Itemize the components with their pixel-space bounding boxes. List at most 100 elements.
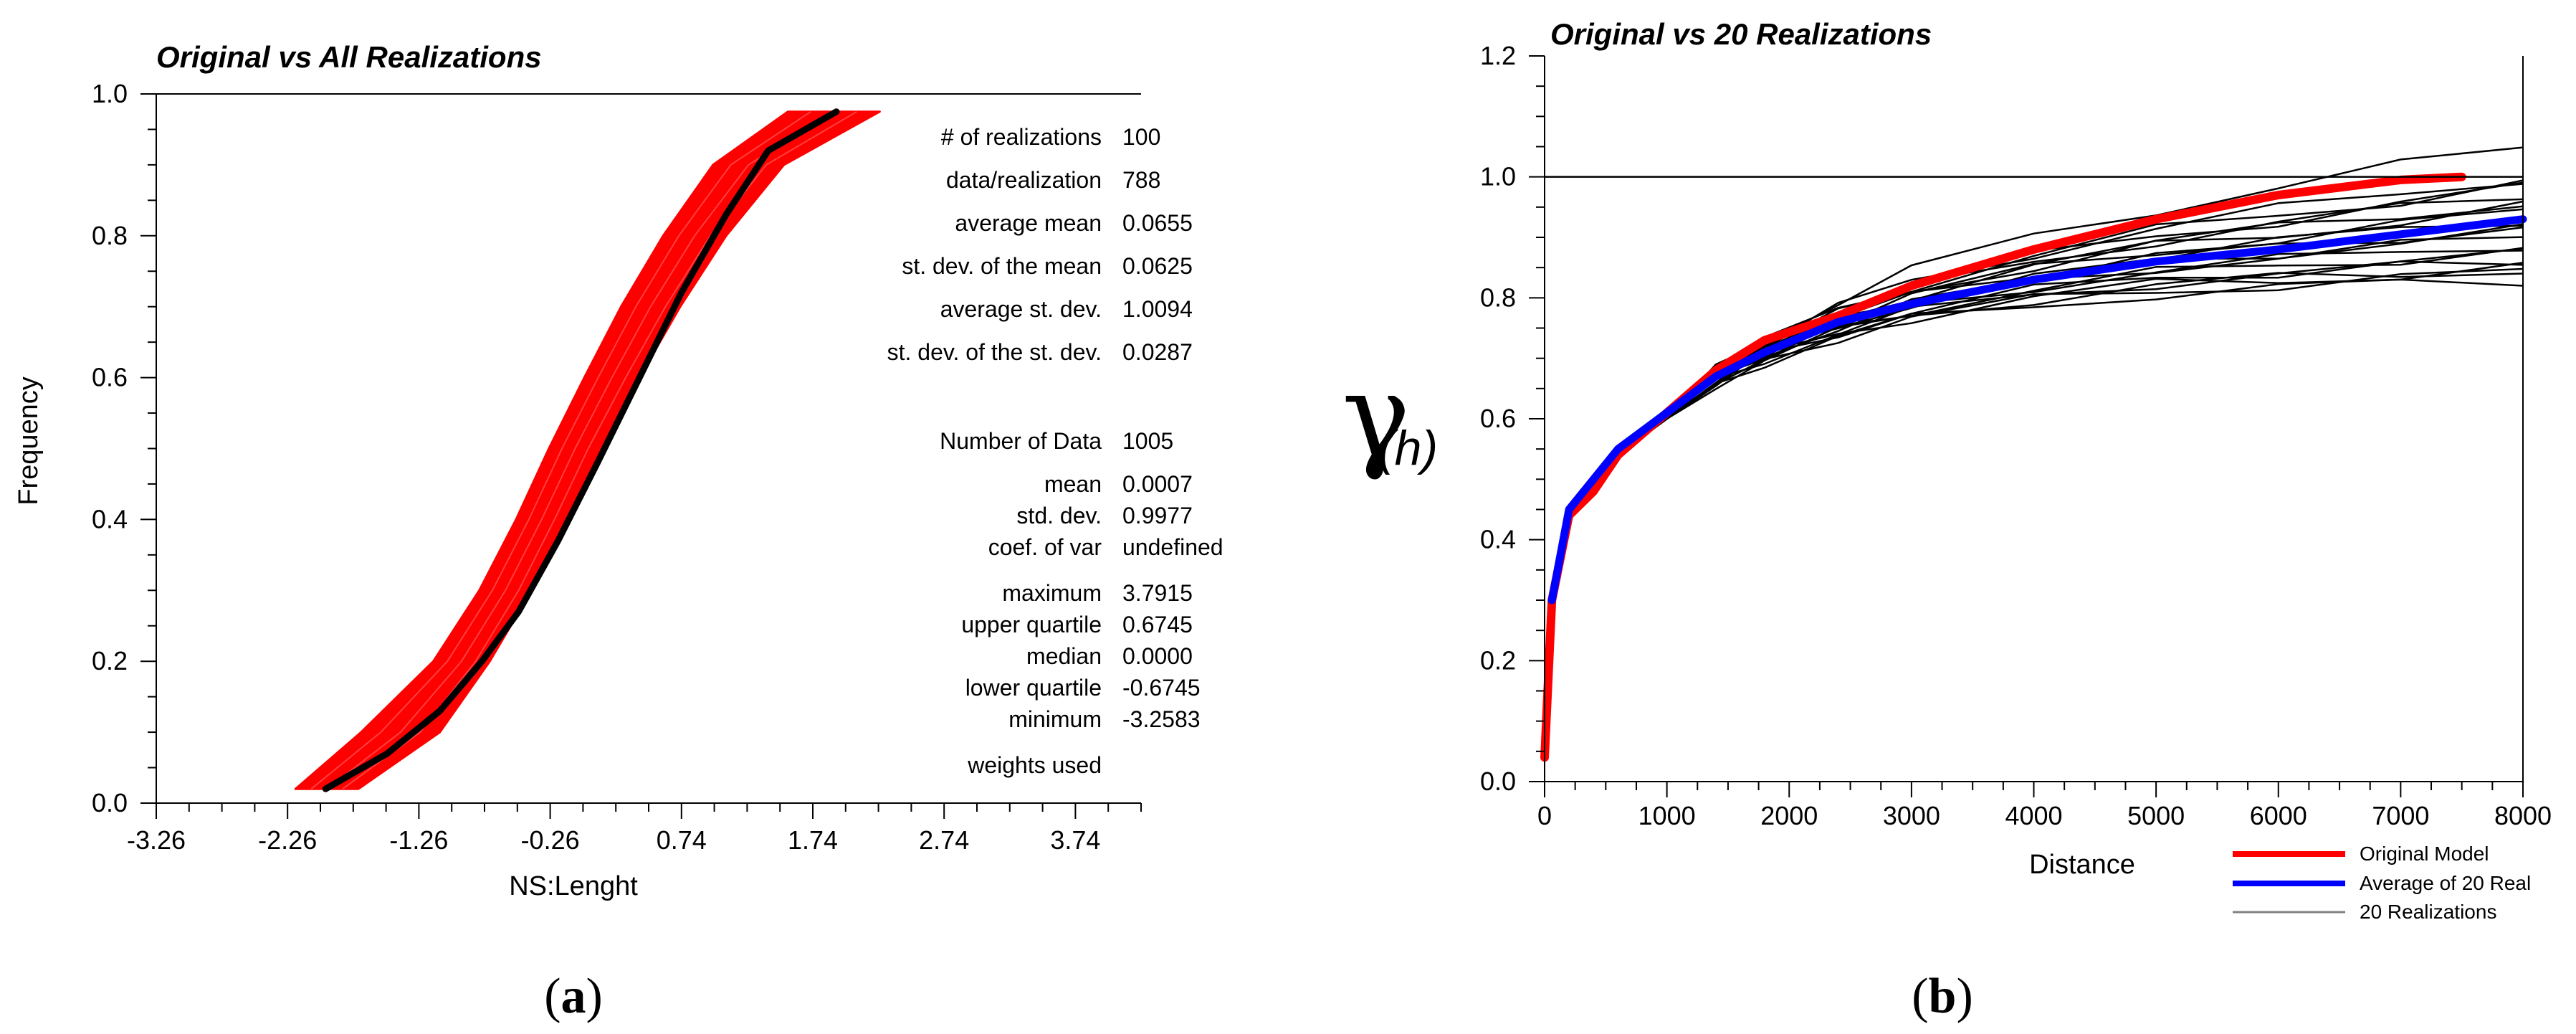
stat-value: 0.0007	[1122, 471, 1193, 497]
stat-label: st. dev. of the st. dev.	[887, 339, 1102, 365]
stat-value: undefined	[1122, 534, 1223, 560]
x-tick-label: 4000	[2005, 801, 2062, 830]
stat-value: 0.0655	[1122, 210, 1193, 236]
realization-line	[1550, 247, 2524, 601]
y-tick-label: 1.0	[92, 79, 128, 108]
x-tick-label: 2.74	[919, 825, 969, 855]
x-tick-label: 3.74	[1050, 825, 1100, 855]
x-tick-label: 5000	[2127, 801, 2185, 830]
chart-a-title: Original vs All Realizations	[156, 40, 542, 74]
original-cdf-line	[322, 108, 840, 792]
realization-line	[1550, 267, 2524, 601]
legend-label: Average of 20 Real	[2360, 872, 2531, 894]
y-tick-label: 0.4	[92, 504, 128, 533]
stat-value: 0.0000	[1122, 643, 1193, 669]
realization-line	[1550, 250, 2524, 601]
y-tick-label: 1.0	[1480, 162, 1516, 191]
stat-value: 100	[1122, 124, 1160, 150]
stat-label: st. dev. of the mean	[902, 253, 1102, 279]
chart-a-lines	[322, 108, 840, 792]
x-tick-label: 1.74	[788, 825, 838, 855]
x-tick-label: 0.74	[657, 825, 707, 855]
gamma-symbol: γ	[1342, 348, 1411, 483]
chart-b-x-label: Distance	[2029, 850, 2135, 880]
y-tick-label: 0.6	[1480, 404, 1516, 433]
x-tick-label: -1.26	[389, 825, 448, 855]
chart-b-title: Original vs 20 Realizations	[1550, 17, 1932, 51]
chart-a-axes: 0.0 0.2 0.4 0.6 0.8 1.0 -3.26 -2.26 -1.26 -0.26 0.…	[92, 79, 1142, 855]
legend: Original Model Average of 20 Real 20 Reali…	[2233, 843, 2531, 923]
caption-b: (b)	[1912, 969, 1973, 1024]
stat-label: std. dev.	[1016, 503, 1102, 528]
caption-b-letter: b	[1929, 969, 1957, 1024]
stat-value: 1005	[1122, 428, 1173, 454]
y-tick-label: 1.2	[1480, 41, 1516, 70]
stat-label: upper quartile	[961, 612, 1102, 637]
x-tick-label: 3000	[1883, 801, 1940, 830]
stat-value: 1.0094	[1122, 296, 1193, 322]
stat-value: 0.9977	[1122, 503, 1193, 528]
stat-value: 3.7915	[1122, 580, 1193, 606]
realizations-band	[294, 110, 881, 790]
stat-label: # of realizations	[941, 124, 1102, 150]
stat-label: coef. of var	[988, 534, 1102, 560]
y-tick-label: 0.8	[1480, 283, 1516, 312]
stat-value: -0.6745	[1122, 675, 1201, 701]
x-tick-label: -3.26	[127, 825, 186, 855]
x-tick-label: -0.26	[521, 825, 580, 855]
chart-a-x-label: NS:Lenght	[509, 871, 638, 901]
x-tick-label: 8000	[2494, 801, 2552, 830]
stat-label: median	[1026, 643, 1102, 669]
realization-line	[1550, 146, 2524, 601]
x-tick-label: -2.26	[258, 825, 317, 855]
realization-line	[1550, 260, 2524, 601]
caption-a: (a)	[544, 969, 603, 1024]
realization-strand	[310, 110, 811, 789]
y-tick-label: 0.0	[1480, 767, 1516, 796]
stat-label: average st. dev.	[940, 296, 1102, 322]
average-realization-line	[1547, 215, 2527, 604]
stat-label: mean	[1044, 471, 1102, 497]
stat-value: 0.0287	[1122, 339, 1193, 365]
realizations-lines	[1550, 146, 2524, 601]
y-tick-label: 0.2	[1480, 645, 1516, 675]
realization-line	[1550, 226, 2524, 601]
legend-label: 20 Realizations	[2360, 901, 2496, 923]
x-tick-label: 1000	[1638, 801, 1696, 830]
stat-value: 0.0625	[1122, 253, 1193, 279]
statistics-table: # of realizations 100 data/realization 788 a…	[887, 124, 1223, 778]
stat-value: -3.2583	[1122, 706, 1201, 732]
realization-line	[1550, 208, 2524, 601]
realization-line	[1550, 272, 2524, 601]
realization-strand	[326, 110, 834, 789]
chart-a-y-label: Frequency	[14, 376, 44, 506]
stat-value: 0.6745	[1122, 612, 1193, 637]
panel-b: Original vs 20 Realizations 0.0 0.2 0.4 0.6…	[1342, 17, 2552, 923]
stat-label: maximum	[1002, 580, 1102, 606]
chart-b-axes: 0.0 0.2 0.4 0.6 0.8 1.0 1.2 0 1000 2000 3000 4000 50…	[1480, 41, 2552, 830]
x-tick-label: 0	[1537, 801, 1552, 830]
stat-label: minimum	[1008, 706, 1102, 732]
stat-label: Number of Data	[940, 428, 1102, 454]
y-tick-label: 0.0	[92, 788, 128, 817]
y-tick-label: 0.4	[1480, 525, 1516, 554]
chart-b-lines	[1540, 172, 2527, 762]
y-tick-label: 0.6	[92, 363, 128, 392]
stat-label: data/realization	[946, 167, 1102, 193]
legend-label: Original Model	[2360, 843, 2489, 865]
realization-line	[1550, 262, 2524, 601]
stat-value: 788	[1122, 167, 1160, 193]
x-tick-label: 2000	[1760, 801, 1818, 830]
panel-a: Original vs All Realizations 0.00.20.40.…	[14, 40, 1223, 901]
y-tick-label: 0.8	[92, 221, 128, 250]
caption-a-letter: a	[561, 969, 586, 1024]
y-tick-label: 0.2	[92, 646, 128, 675]
stat-label: weights used	[967, 752, 1102, 778]
x-tick-label: 6000	[2250, 801, 2307, 830]
stat-label: average mean	[955, 210, 1102, 236]
original-model-line	[1540, 172, 2466, 762]
gamma-subscript: (h)	[1378, 421, 1438, 475]
realization-line	[1550, 278, 2524, 601]
realization-line	[1550, 247, 2524, 601]
